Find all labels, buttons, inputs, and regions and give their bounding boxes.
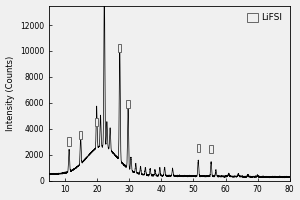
Bar (118, 44, 121, 52)
Bar (197, 144, 200, 152)
Bar (79, 131, 82, 139)
Y-axis label: Intensity (Counts): Intensity (Counts) (6, 55, 15, 131)
Bar (127, 100, 130, 108)
Bar (209, 145, 213, 153)
Legend: LiFSI: LiFSI (244, 10, 285, 25)
Bar (95, 118, 98, 126)
Bar (68, 137, 71, 146)
